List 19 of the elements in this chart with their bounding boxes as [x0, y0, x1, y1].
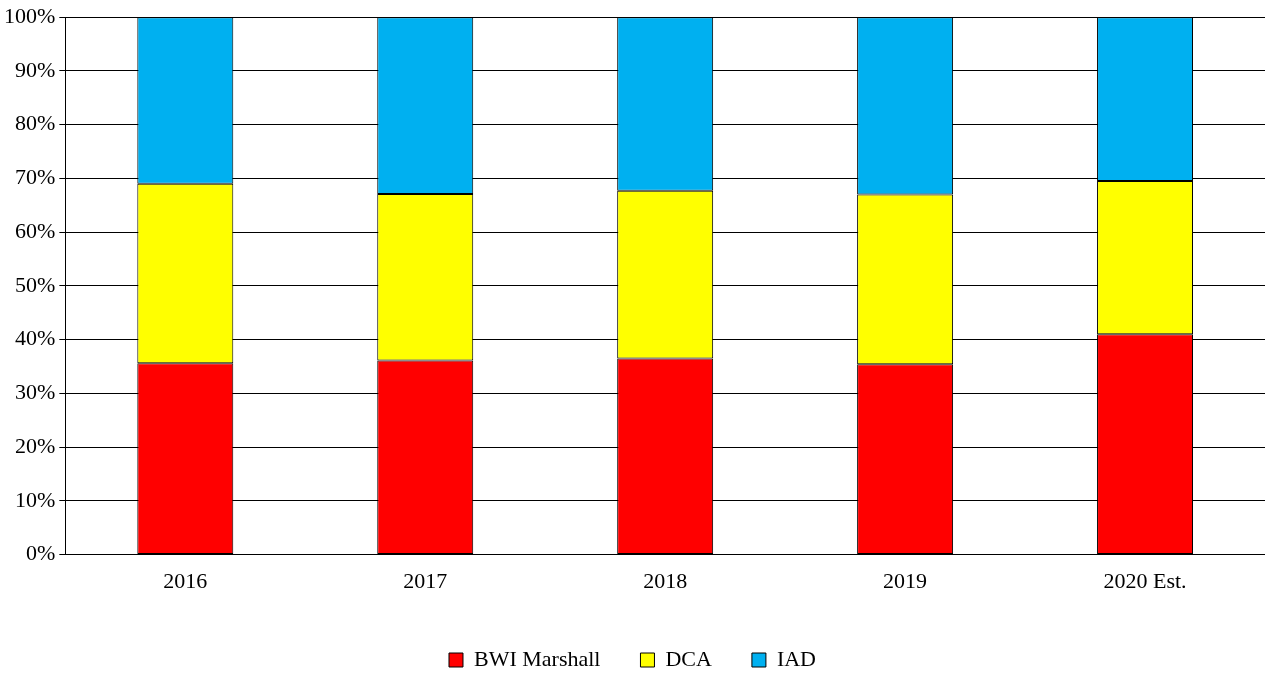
- x-tick-label: 2016: [163, 567, 208, 593]
- y-tick-label: 20%: [15, 432, 56, 458]
- x-tick-label: 2018: [643, 567, 688, 593]
- x-tick-label: 2019: [883, 567, 928, 593]
- y-tick-label: 60%: [15, 217, 56, 243]
- y-tick-label: 0%: [26, 540, 56, 566]
- x-tick-label: 2020 Est.: [1103, 567, 1187, 593]
- y-tick-label: 80%: [15, 110, 56, 136]
- y-tick-label: 10%: [15, 486, 56, 512]
- legend-label: IAD: [776, 645, 817, 671]
- legend-label: DCA: [665, 645, 713, 671]
- y-tick-label: 30%: [15, 379, 56, 405]
- legend-label: BWI Marshall: [473, 645, 601, 671]
- y-tick-label: 40%: [15, 325, 56, 351]
- y-tick-label: 50%: [15, 271, 56, 297]
- y-tick-label: 70%: [15, 164, 56, 190]
- x-tick-label: 2017: [403, 567, 448, 593]
- y-tick-label: 90%: [15, 56, 56, 82]
- y-tick-label: 100%: [4, 2, 56, 28]
